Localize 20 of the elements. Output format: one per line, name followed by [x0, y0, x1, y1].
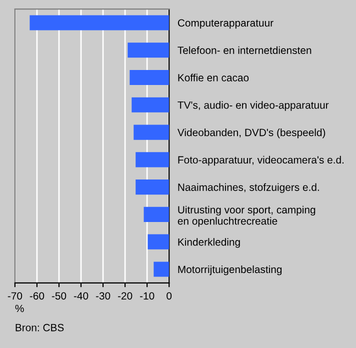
y-tick-label: Kinderkleding [178, 238, 240, 248]
y-tick-label: Videobanden, DVD's (bespeeld) [177, 128, 326, 138]
y-tick-label: Motorrijtuigenbelasting [178, 265, 282, 276]
x-tick-label: -40 [74, 292, 88, 300]
y-tick-label: TV's, audio- en video-apparatuur [178, 101, 329, 111]
y-tick-label: Telefoon- en internetdiensten [178, 46, 312, 54]
x-tick-label: -20 [118, 292, 132, 300]
y-tick-label: Naaimachines, stofzuigers e.d. [178, 183, 319, 194]
x-tick-label: -50 [52, 292, 66, 300]
x-tick-label: -60 [30, 292, 44, 300]
x-tick-label: -10 [140, 292, 154, 300]
y-tick-label: Foto-apparatuur, videocamera's e.d. [178, 156, 344, 166]
x-tick-label: -70 [8, 292, 22, 300]
text: Bron: CBS [16, 324, 64, 332]
x-tick-label: -30 [96, 292, 110, 300]
y-tick-label: Uitrusting voor sport, camping en openluchtrecreatie [178, 206, 316, 227]
y-tick-label: Computerapparatuur [178, 19, 274, 29]
x-tick-label: 0 [166, 292, 172, 300]
x-axis-title: % [15, 304, 24, 312]
y-tick-label: Koffie en cacao [178, 74, 249, 82]
